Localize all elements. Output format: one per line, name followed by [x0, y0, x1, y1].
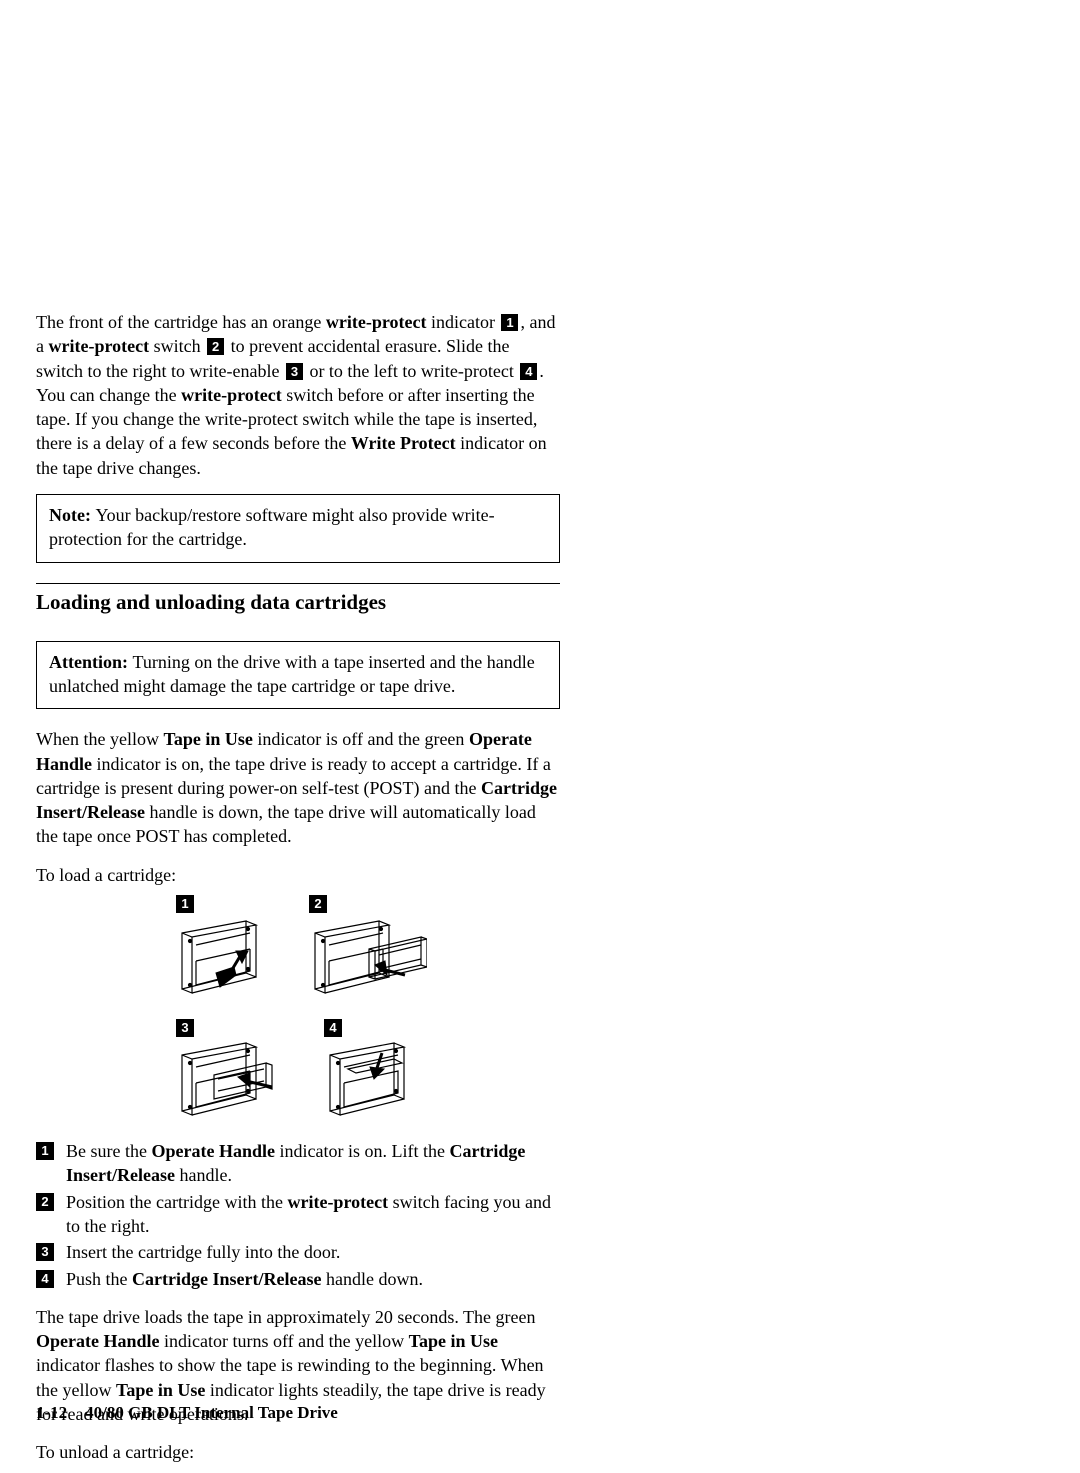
step-num-4-icon: 4: [36, 1270, 54, 1288]
cartridge-step-2-icon: [309, 915, 427, 1001]
attention-box: Attention: Turning on the drive with a t…: [36, 641, 560, 710]
text: Push the: [66, 1269, 132, 1289]
callout-3-icon: 3: [286, 363, 303, 380]
section-rule: [36, 583, 560, 584]
callout-4-icon: 4: [520, 363, 537, 380]
text-bold: Tape in Use: [163, 729, 252, 749]
cartridge-step-3-icon: [176, 1039, 286, 1121]
text: indicator is on. Lift the: [275, 1141, 449, 1161]
text: or to the left to write-protect: [305, 361, 518, 381]
to-load-label: To load a cartridge:: [36, 863, 560, 887]
step-list: 1 Be sure the Operate Handle indicator i…: [36, 1139, 560, 1291]
text: indicator is on, the tape drive is ready…: [36, 754, 551, 798]
step-4: 4 Push the Cartridge Insert/Release hand…: [36, 1267, 560, 1291]
text-bold: write-protect: [326, 312, 427, 332]
diagram-label-3-icon: 3: [176, 1019, 194, 1037]
page: The front of the cartridge has an orange…: [0, 0, 1080, 1465]
text-bold: Tape in Use: [409, 1331, 498, 1351]
step-2: 2 Position the cartridge with the write-…: [36, 1190, 560, 1239]
para-ready: When the yellow Tape in Use indicator is…: [36, 727, 560, 848]
text: When the yellow: [36, 729, 163, 749]
text-bold: write-protect: [181, 385, 282, 405]
text-bold: Cartridge Insert/Release: [132, 1269, 321, 1289]
text: The tape drive loads the tape in approxi…: [36, 1307, 536, 1327]
diagram-label-4-icon: 4: [324, 1019, 342, 1037]
text: indicator is off and the green: [253, 729, 469, 749]
text: The front of the cartridge has an orange: [36, 312, 326, 332]
page-footer: 1-12 40/80 GB DLT Internal Tape Drive: [36, 1403, 338, 1423]
footer-page-number: 1-12: [36, 1403, 67, 1422]
text-bold: Write Protect: [351, 433, 456, 453]
callout-1-icon: 1: [501, 314, 518, 331]
step-1-text: Be sure the Operate Handle indicator is …: [66, 1139, 560, 1188]
diagram-cell-2: 2: [309, 895, 427, 1001]
text: switch: [149, 336, 205, 356]
diagram-block: 1: [176, 895, 456, 1121]
text-bold: write-protect: [287, 1192, 388, 1212]
diagram-row-1: 1: [176, 895, 456, 1001]
text-bold: write-protect: [49, 336, 150, 356]
cartridge-step-4-icon: [324, 1039, 424, 1121]
note-box: Note: Your backup/restore software might…: [36, 494, 560, 563]
diagram-label-1-icon: 1: [176, 895, 194, 913]
diagram-label-2-icon: 2: [309, 895, 327, 913]
text: indicator: [426, 312, 499, 332]
diagram-cell-4: 4: [324, 1019, 424, 1121]
text: handle down.: [321, 1269, 422, 1289]
text: Be sure the: [66, 1141, 151, 1161]
footer-doc-title: 40/80 GB DLT Internal Tape Drive: [85, 1403, 338, 1422]
attention-label: Attention:: [49, 652, 133, 672]
step-num-2-icon: 2: [36, 1193, 54, 1211]
note-text: Your backup/restore software might also …: [49, 505, 495, 549]
text-bold: Operate Handle: [36, 1331, 160, 1351]
diagram-cell-3: 3: [176, 1019, 286, 1121]
step-3: 3 Insert the cartridge fully into the do…: [36, 1240, 560, 1264]
text-bold: Operate Handle: [151, 1141, 275, 1161]
cartridge-step-1-icon: [176, 915, 271, 1001]
step-num-1-icon: 1: [36, 1142, 54, 1160]
note-label: Note:: [49, 505, 95, 525]
step-4-text: Push the Cartridge Insert/Release handle…: [66, 1267, 423, 1291]
step-1: 1 Be sure the Operate Handle indicator i…: [36, 1139, 560, 1188]
para-write-protect: The front of the cartridge has an orange…: [36, 310, 560, 480]
text: handle.: [175, 1165, 232, 1185]
text: Position the cartridge with the: [66, 1192, 287, 1212]
callout-2-icon: 2: [207, 338, 224, 355]
step-num-3-icon: 3: [36, 1243, 54, 1261]
step-2-text: Position the cartridge with the write-pr…: [66, 1190, 560, 1239]
section-heading: Loading and unloading data cartridges: [36, 590, 560, 615]
text: indicator turns off and the yellow: [160, 1331, 409, 1351]
to-unload-label: To unload a cartridge:: [36, 1440, 560, 1464]
diagram-cell-1: 1: [176, 895, 271, 1001]
step-3-text: Insert the cartridge fully into the door…: [66, 1240, 340, 1264]
diagram-row-2: 3: [176, 1019, 456, 1121]
